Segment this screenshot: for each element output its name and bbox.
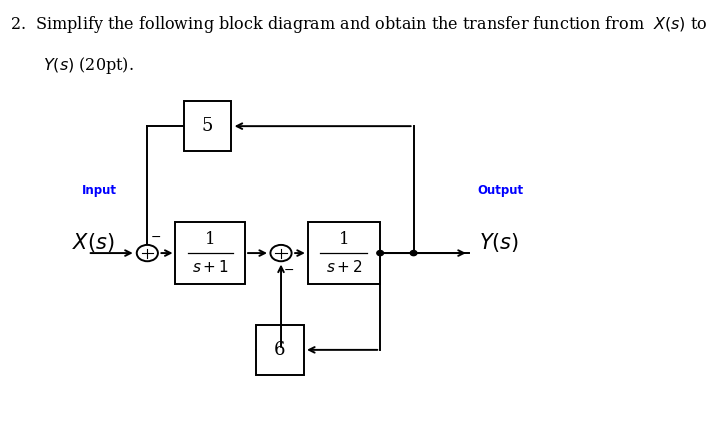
Text: $Y(s)$: $Y(s)$	[479, 231, 520, 254]
Circle shape	[137, 245, 158, 261]
Bar	[175, 222, 245, 284]
Text: $s+2$: $s+2$	[326, 259, 362, 275]
Text: −: −	[150, 231, 161, 244]
Text: $Y(s)$ (20pt).: $Y(s)$ (20pt).	[43, 55, 134, 76]
Text: 6: 6	[275, 341, 286, 359]
Bar	[308, 222, 380, 284]
Text: −: −	[284, 264, 294, 277]
Text: Output: Output	[478, 184, 524, 197]
Text: Input: Input	[82, 184, 117, 197]
Text: 1: 1	[205, 231, 215, 248]
Bar	[256, 325, 304, 375]
Text: $X(s)$: $X(s)$	[72, 231, 115, 254]
Text: 5: 5	[202, 117, 213, 135]
Bar	[184, 101, 231, 151]
Text: $s+1$: $s+1$	[192, 259, 229, 275]
Text: 1: 1	[339, 231, 349, 248]
Circle shape	[377, 250, 384, 255]
Circle shape	[270, 245, 292, 261]
Circle shape	[410, 250, 417, 255]
Text: 2.  Simplify the following block diagram and obtain the transfer function from  : 2. Simplify the following block diagram …	[10, 14, 707, 36]
